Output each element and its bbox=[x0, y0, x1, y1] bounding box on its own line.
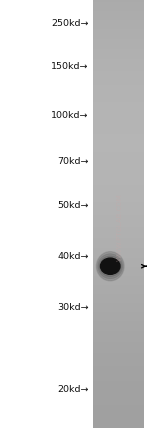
Text: 50kd→: 50kd→ bbox=[57, 201, 88, 210]
Ellipse shape bbox=[99, 256, 121, 276]
Text: 250kd→: 250kd→ bbox=[51, 19, 88, 28]
Text: 30kd→: 30kd→ bbox=[57, 303, 88, 312]
Ellipse shape bbox=[96, 252, 124, 281]
Text: 40kd→: 40kd→ bbox=[57, 252, 88, 262]
Text: 150kd→: 150kd→ bbox=[51, 62, 88, 71]
Ellipse shape bbox=[98, 254, 123, 279]
Text: 70kd→: 70kd→ bbox=[57, 157, 88, 166]
Text: WWW.PTGLAB.COM: WWW.PTGLAB.COM bbox=[117, 193, 123, 261]
Text: 100kd→: 100kd→ bbox=[51, 111, 88, 120]
Text: 20kd→: 20kd→ bbox=[57, 385, 88, 394]
Ellipse shape bbox=[100, 258, 120, 274]
